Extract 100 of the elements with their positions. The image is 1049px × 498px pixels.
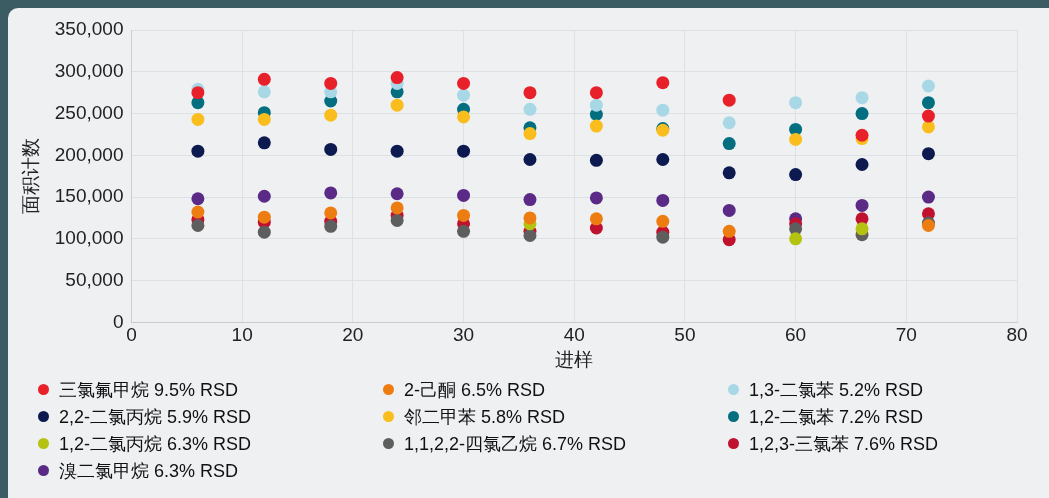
point	[855, 91, 869, 105]
point	[324, 186, 338, 200]
point	[324, 142, 338, 156]
point	[191, 144, 205, 158]
point	[523, 193, 537, 207]
y-tick-label: 350,000	[54, 18, 124, 40]
point	[656, 193, 670, 207]
point	[656, 214, 670, 228]
point	[257, 112, 271, 126]
point	[390, 98, 404, 112]
point	[257, 72, 271, 86]
point	[789, 132, 803, 146]
point	[390, 71, 404, 85]
y-tick-label: 250,000	[54, 101, 124, 123]
point	[589, 153, 603, 167]
point	[191, 192, 205, 206]
point	[921, 120, 935, 134]
point	[921, 96, 935, 110]
point	[722, 93, 736, 107]
point	[257, 225, 271, 239]
point	[457, 76, 471, 90]
point	[789, 232, 803, 246]
y-tick-label: 0	[112, 310, 124, 332]
point	[656, 152, 670, 166]
legend-label: 邻二甲苯 5.8% RSD	[404, 405, 566, 429]
point	[722, 137, 736, 151]
point	[589, 191, 603, 205]
x-tick-label: 80	[1006, 324, 1028, 346]
point	[722, 203, 736, 217]
point	[855, 198, 869, 212]
point	[257, 189, 271, 203]
point	[789, 168, 803, 182]
x-axis-title: 进样	[555, 348, 594, 370]
legend-label: 1,2,3-三氯苯 7.6% RSD	[749, 432, 939, 456]
point	[523, 229, 537, 243]
point	[257, 136, 271, 150]
point	[921, 190, 935, 204]
point	[523, 211, 537, 225]
point	[390, 201, 404, 215]
y-tick-label: 50,000	[65, 268, 124, 290]
point	[722, 224, 736, 238]
legend-label: 2-己酮 6.5% RSD	[404, 378, 546, 402]
point	[589, 119, 603, 133]
y-tick-label: 200,000	[54, 143, 124, 165]
point	[457, 144, 471, 158]
point	[722, 116, 736, 130]
point	[191, 112, 205, 126]
x-tick-label: 50	[674, 324, 696, 346]
point	[523, 152, 537, 166]
point	[324, 206, 338, 220]
point	[656, 230, 670, 244]
legend-label: 1,3-二氯苯 5.2% RSD	[749, 378, 924, 402]
x-tick-label: 30	[452, 324, 475, 346]
point	[457, 208, 471, 222]
point	[921, 109, 935, 123]
x-tick-label: 70	[895, 324, 917, 346]
point	[324, 108, 338, 122]
legend-label: 1,1,2,2-四氯乙烷 6.7% RSD	[404, 432, 627, 456]
y-axis-title: 面积计数	[19, 138, 41, 215]
point	[589, 98, 603, 112]
legend-label: 2,2-二氯丙烷 5.9% RSD	[59, 405, 252, 429]
point	[390, 187, 404, 201]
point	[921, 147, 935, 161]
point	[722, 166, 736, 180]
point	[855, 107, 869, 121]
point	[457, 224, 471, 238]
point	[656, 103, 670, 117]
point	[457, 88, 471, 102]
point	[656, 76, 670, 90]
point	[589, 86, 603, 100]
y-tick-label: 150,000	[54, 185, 124, 207]
y-tick-label: 300,000	[54, 60, 124, 82]
point	[191, 218, 205, 232]
point	[589, 212, 603, 226]
x-tick-label: 60	[785, 324, 807, 346]
point	[789, 96, 803, 110]
point	[855, 128, 869, 142]
x-tick-label: 20	[342, 324, 364, 346]
point	[191, 86, 205, 100]
legend-label: 1,2-二氯苯 7.2% RSD	[749, 405, 924, 429]
point	[390, 213, 404, 227]
point	[324, 219, 338, 233]
legend-label: 溴二氯甲烷 6.3% RSD	[59, 459, 239, 483]
point	[523, 102, 537, 116]
y-tick-label: 100,000	[54, 227, 124, 249]
point	[855, 222, 869, 236]
x-tick-label: 40	[563, 324, 585, 346]
legend-label: 1,2-二氯丙烷 6.3% RSD	[59, 432, 252, 456]
point	[324, 76, 338, 90]
point	[523, 127, 537, 141]
point	[257, 85, 271, 99]
point	[191, 205, 205, 219]
point	[921, 79, 935, 93]
x-tick-label: 10	[231, 324, 253, 346]
point	[390, 144, 404, 158]
point	[257, 210, 271, 224]
point	[457, 188, 471, 202]
point	[457, 110, 471, 124]
legend-label: 三氯氟甲烷 9.5% RSD	[59, 378, 239, 402]
point	[523, 86, 537, 100]
